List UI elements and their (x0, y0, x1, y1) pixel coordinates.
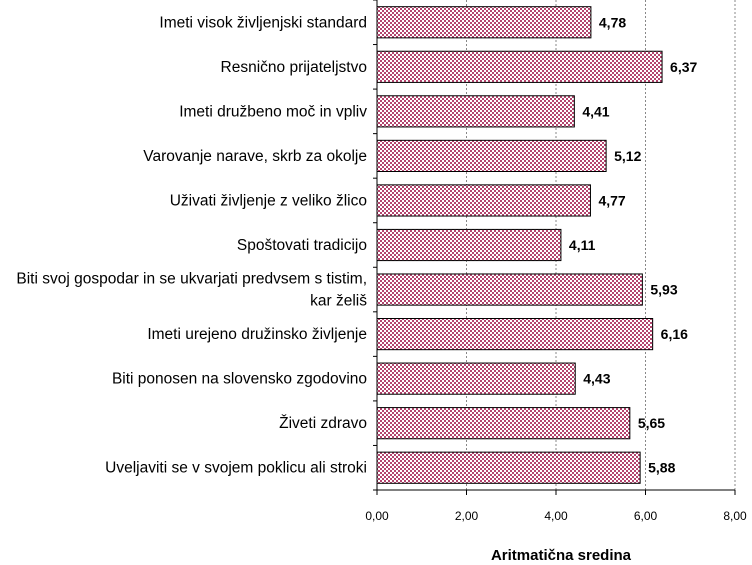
value-label: 4,41 (582, 103, 609, 119)
x-axis: 0,00 2,00 4,00 6,00 8,00 (365, 0, 747, 523)
value-labels: 4,78 6,37 4,41 5,12 4,77 4,11 5,93 6,16 4,43 5,65… (569, 14, 698, 475)
category-label: Uveljaviti se v svojem poklicu ali strok… (105, 460, 367, 477)
bar (376, 184, 591, 217)
category-label: Spoštovati tradicijo (237, 237, 367, 254)
x-tick-label: 8,00 (723, 509, 747, 523)
category-label: Varovanje narave, skrb za okolje (143, 148, 367, 165)
category-label: Biti ponosen na slovensko zgodovino (112, 371, 367, 388)
value-label: 4,43 (583, 371, 610, 387)
bar (376, 362, 576, 395)
x-tick-label: 0,00 (365, 509, 389, 523)
x-tick-label: 4,00 (544, 509, 568, 523)
bar (376, 318, 654, 351)
category-label: Živeti zdravo (279, 415, 367, 432)
category-label: Biti svoj gospodar in se ukvarjati predv… (16, 271, 367, 288)
category-label: Imeti urejeno družinsko življenje (147, 326, 367, 343)
x-axis-title: Aritmatična sredina (491, 547, 632, 564)
bar (376, 228, 562, 262)
value-label: 6,37 (670, 59, 697, 75)
value-label: 4,78 (599, 14, 626, 30)
category-label: Uživati življenje z veliko žlico (170, 192, 367, 209)
category-label: Resnično prijateljstvo (221, 59, 367, 76)
category-label: kar želiš (310, 293, 367, 310)
x-tick-label: 2,00 (455, 509, 479, 523)
category-label: Imeti družbeno moč in vpliv (179, 103, 367, 120)
bar (376, 273, 643, 306)
bar (376, 407, 631, 440)
bar (376, 50, 663, 83)
category-labels: Imeti visok življenjski standard Resnično… (16, 14, 367, 476)
bar (376, 451, 641, 484)
bars (376, 6, 663, 484)
value-label: 4,77 (598, 192, 625, 208)
value-label: 4,11 (569, 237, 596, 253)
category-label: Imeti visok življenjski standard (159, 14, 367, 31)
x-tick-label: 6,00 (634, 509, 658, 523)
bar (376, 139, 607, 172)
value-label: 5,88 (648, 460, 675, 476)
value-label: 5,65 (638, 415, 665, 431)
value-label: 6,16 (661, 326, 688, 342)
bar (376, 95, 575, 128)
value-label: 5,93 (650, 282, 677, 298)
value-label: 5,12 (614, 148, 641, 164)
bar (376, 6, 592, 39)
